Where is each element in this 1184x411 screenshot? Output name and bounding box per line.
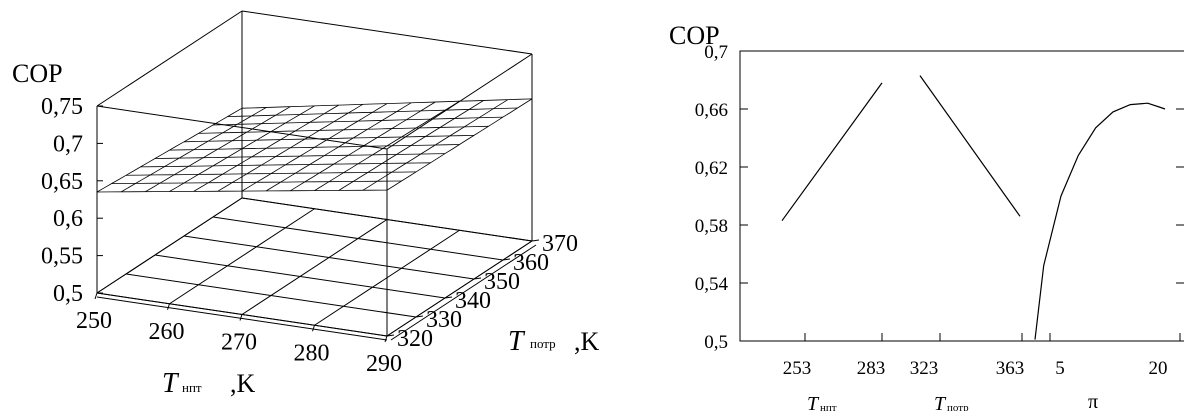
x-tick-label: 290 <box>366 351 402 377</box>
surface-plot-3d: 0,5 0,55 0,6 0,65 0,7 0,75 250 260 270 280 290 32… <box>12 10 600 399</box>
z-tick-label: 0,7 <box>53 131 83 157</box>
floor-grid-line <box>386 240 533 337</box>
x-axis-label-sub: нпт <box>182 380 202 395</box>
floor-grid-line <box>154 254 446 299</box>
y-tick <box>502 258 511 261</box>
x-tick-labels: 253 283 323 363 5 20 <box>783 358 1168 379</box>
x-label-t-potr-sub: потр <box>947 402 969 411</box>
surface-line <box>125 171 417 176</box>
y-axis-label: T <box>508 326 526 357</box>
floor-grid <box>94 197 540 343</box>
y-tick <box>444 296 453 299</box>
y-axis-label-unit: ,K <box>574 327 600 356</box>
floor-front-edge <box>96 296 388 341</box>
x-tick-labels: 250 260 270 280 290 <box>76 308 402 377</box>
x-label-t-npt: T <box>807 393 820 411</box>
floor-side-edge <box>390 244 537 341</box>
line-plot: COP 0,5 0,54 0,58 0,62 0,66 0,7 253 283 323 363 5… <box>669 21 1184 411</box>
z-tick-label: 0,65 <box>41 169 83 195</box>
series-lines <box>781 75 1166 340</box>
x-tick-label: 250 <box>76 308 112 334</box>
x-label-pi: π <box>1088 391 1098 411</box>
z-tick-label: 0,6 <box>53 206 83 232</box>
surface-line <box>169 144 460 151</box>
floor-grid-line <box>241 219 388 315</box>
box-edge <box>241 10 533 55</box>
plot-frame <box>739 50 1184 342</box>
surface-line <box>227 107 518 117</box>
x-tick <box>239 314 243 321</box>
x-tick-label: 5 <box>1055 358 1065 379</box>
floor-grid-line <box>212 216 504 261</box>
floor-grid-line <box>125 273 417 318</box>
z-tick-labels: 0,5 0,55 0,6 0,65 0,7 0,75 <box>41 94 103 307</box>
series-1-line <box>781 82 883 222</box>
x-label-t-potr: T <box>934 393 947 411</box>
y-tick-label: 320 <box>397 326 433 352</box>
y-tick-label: 0,58 <box>695 216 728 237</box>
y-tick <box>415 315 424 318</box>
x-tick-label: 270 <box>221 330 257 356</box>
y-tick-label: 0,5 <box>704 332 728 353</box>
surface-line <box>183 135 475 143</box>
x-tick-label: 283 <box>857 358 886 379</box>
y-tick-label: 0,54 <box>695 274 729 295</box>
x-tick-label: 280 <box>294 340 330 366</box>
x-tick <box>167 303 170 310</box>
y-tick-label: 0,7 <box>704 42 728 63</box>
floor-grid-line <box>314 229 460 326</box>
x-tick-label: 260 <box>149 319 185 345</box>
surface-mesh <box>96 98 533 193</box>
y-tick-label: 330 <box>426 307 462 333</box>
y-tick-label: 0,66 <box>695 100 728 121</box>
floor-grid-line <box>96 197 243 294</box>
x-tick <box>312 325 315 332</box>
surface-line <box>212 116 504 126</box>
x-tick-label: 363 <box>996 358 1025 379</box>
x-tick-label: 323 <box>910 358 939 379</box>
axis-ticks <box>740 50 1184 342</box>
y-axis-label-sub: потр <box>530 336 556 351</box>
floor-grid-line <box>183 235 475 280</box>
y-axis-label: COP <box>669 21 720 50</box>
surface-line <box>111 180 402 184</box>
y-tick <box>473 277 482 280</box>
surface-line <box>154 153 446 159</box>
x-tick-label: 253 <box>783 358 812 379</box>
x-label-t-npt-sub: нпт <box>820 402 837 411</box>
x-tick <box>94 292 98 300</box>
y-tick-label: 340 <box>455 288 491 314</box>
z-tick-label: 0,55 <box>41 244 83 270</box>
z-tick-label: 0,75 <box>41 94 83 120</box>
y-tick-label: 0,62 <box>695 158 728 179</box>
surface-line <box>140 162 431 168</box>
box-edge <box>96 10 243 107</box>
y-tick <box>531 239 540 242</box>
series-2-line <box>919 75 1021 217</box>
y-tick-label: 370 <box>542 231 578 257</box>
floor-grid-line <box>241 197 533 242</box>
surface-line <box>96 189 388 193</box>
series-3-line <box>1034 102 1166 340</box>
y-tick-label: 350 <box>484 269 520 295</box>
x-axis-label: T <box>162 368 180 399</box>
surface-line <box>198 125 489 134</box>
x-tick <box>384 335 388 343</box>
x-axis-label-unit: ,K <box>230 369 256 398</box>
surface-line <box>241 98 533 109</box>
floor-grid-line <box>169 208 315 305</box>
x-tick-label: 20 <box>1149 358 1168 379</box>
z-tick-label: 0,5 <box>53 281 83 307</box>
y-tick-label: 360 <box>513 250 549 276</box>
y-tick <box>386 334 395 337</box>
z-axis-label: COP <box>12 59 63 88</box>
y-tick-labels: 0,5 0,54 0,58 0,62 0,66 0,7 <box>695 42 729 353</box>
